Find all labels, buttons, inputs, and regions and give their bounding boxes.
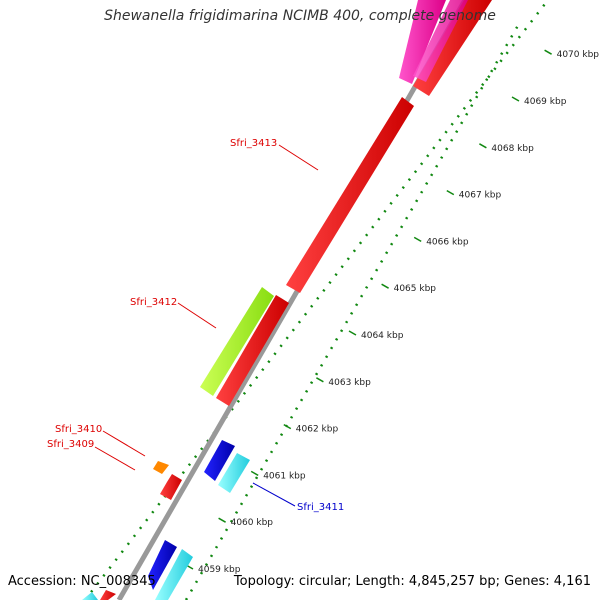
- gene-red-upper-right[interactable]: [413, 0, 492, 96]
- leader-sfri-3411: [252, 482, 296, 507]
- leader-sfri-3412: [177, 302, 217, 329]
- accession-text: Accession: NC_008345: [8, 574, 156, 589]
- tick-label: 4062 kbp: [296, 425, 339, 435]
- gene-red-middle[interactable]: [216, 295, 289, 406]
- tick-label: 4066 kbp: [426, 237, 469, 247]
- outer-dotted-track: [84, 0, 549, 600]
- tick-label: 4059 kbp: [198, 565, 241, 575]
- tick-mark: [413, 236, 422, 243]
- backbone-line: [116, 0, 468, 600]
- gene-cyan-lower[interactable]: [155, 549, 193, 600]
- tick-label: 4063 kbp: [328, 378, 371, 388]
- gene-blue-middle[interactable]: [204, 440, 235, 481]
- inner-dotted-track: [184, 21, 522, 600]
- tick-mark: [348, 330, 357, 336]
- gene-sfri-3412-green[interactable]: [200, 287, 274, 396]
- label-sfri-3412: Sfri_3412: [130, 297, 177, 308]
- tick-mark: [218, 517, 226, 523]
- tick-mark: [316, 377, 324, 383]
- tick-mark: [479, 143, 487, 149]
- gene-magenta-upper[interactable]: [399, 0, 446, 84]
- gene-blue-lower[interactable]: [148, 540, 177, 590]
- tick-label: 4067 kbp: [459, 191, 502, 201]
- gene-sfri-3411[interactable]: [218, 453, 250, 493]
- tick-mark: [544, 49, 552, 55]
- map-title: Shewanella frigidimarina NCIMB 400, comp…: [104, 8, 496, 24]
- tick-mark: [283, 423, 292, 430]
- gene-sfri-3413[interactable]: [286, 97, 414, 293]
- tick-mark: [511, 96, 520, 102]
- tick-label: 4061 kbp: [263, 471, 306, 481]
- leader-sfri-3410: [102, 430, 146, 457]
- tick-label: 4064 kbp: [361, 331, 404, 341]
- gene-sfri-3409[interactable]: [160, 474, 182, 500]
- tick-label: 4069 kbp: [524, 97, 567, 107]
- gene-sfri-3410[interactable]: [153, 461, 169, 474]
- tick-label: 4070 kbp: [557, 50, 600, 60]
- leader-sfri-3409: [94, 446, 136, 471]
- gene-cyan-bottom-left[interactable]: [82, 592, 98, 600]
- label-sfri-3409: Sfri_3409: [47, 439, 94, 450]
- tick-label: 4065 kbp: [394, 284, 437, 294]
- tick-label: 4068 kbp: [491, 144, 534, 154]
- label-sfri-3411: Sfri_3411: [297, 502, 344, 513]
- label-sfri-3410: Sfri_3410: [55, 424, 102, 435]
- tick-mark: [250, 470, 259, 477]
- genome-summary-text: Topology: circular; Length: 4,845,257 bp…: [233, 574, 591, 589]
- gene-magenta-lower[interactable]: [413, 0, 468, 82]
- tick-mark: [381, 283, 389, 289]
- tick-label: 4060 kbp: [231, 518, 274, 528]
- gene-red-bottom[interactable]: [100, 590, 116, 600]
- label-sfri-3413: Sfri_3413: [230, 138, 277, 149]
- tick-labels: 4059 kbp 4060 kbp 4061 kbp 4062 kbp 4063 kbp…: [185, 49, 600, 575]
- leader-sfri-3413: [278, 144, 319, 171]
- tick-mark: [446, 189, 455, 196]
